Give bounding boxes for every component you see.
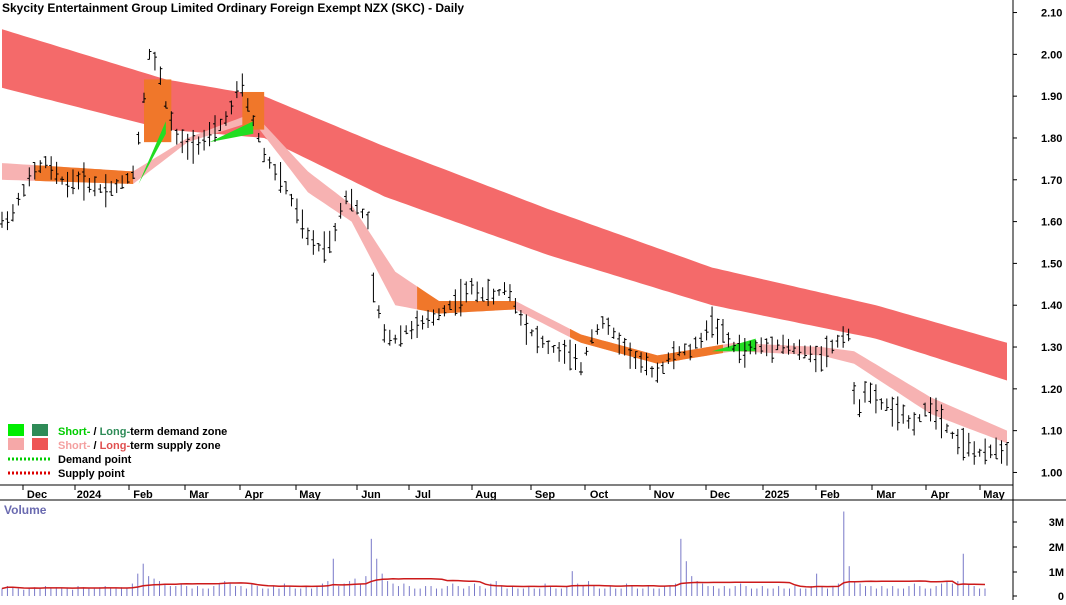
volume-tick-label: 3M <box>1049 517 1064 529</box>
x-tick-label: May <box>983 489 1005 501</box>
price-tick-label: 1.50 <box>1041 258 1062 270</box>
legend-swatch-short <box>8 424 24 436</box>
price-tick-label: 1.00 <box>1041 467 1062 479</box>
x-tick-label: Mar <box>876 489 896 501</box>
price-tick-label: 2.10 <box>1041 8 1062 20</box>
short-term-supply-band <box>2 112 1007 444</box>
legend-point-label: Supply point <box>58 468 125 480</box>
x-tick-label: Sep <box>535 489 555 501</box>
x-tick-label: Dec <box>27 489 47 501</box>
price-bars-layer <box>0 48 1009 466</box>
legend-label-rest: term supply zone <box>130 440 220 452</box>
short-overlap-1 <box>417 286 516 314</box>
volume-tick-label: 0 <box>1058 591 1064 600</box>
legend-point-label: Demand point <box>58 454 132 466</box>
legend-label: Short- / Long-term demand zone <box>58 426 227 438</box>
price-tick-label: 1.70 <box>1041 175 1062 187</box>
price-tick-label: 1.40 <box>1041 300 1062 312</box>
price-tick-label: 1.80 <box>1041 133 1062 145</box>
legend-label-sep: / <box>90 426 99 438</box>
x-tick-label: Apr <box>245 489 265 501</box>
volume-label: Volume <box>4 503 47 517</box>
legend-label-long: Long- <box>100 426 131 438</box>
price-tick-label: 1.10 <box>1041 426 1062 438</box>
x-tick-label: Feb <box>820 489 840 501</box>
x-tick-label: Oct <box>590 489 609 501</box>
price-tick-label: 1.60 <box>1041 217 1062 229</box>
x-tick-label: Dec <box>710 489 730 501</box>
legend-label-long: Long- <box>100 440 131 452</box>
bands-layer <box>2 29 1007 444</box>
demand-wedge-0 <box>138 121 166 184</box>
x-tick-label: May <box>299 489 321 501</box>
x-tick-label: Mar <box>189 489 209 501</box>
volume-average-line <box>1 577 986 590</box>
volume-tick-label: 1M <box>1049 567 1064 579</box>
short-overlap-3 <box>668 344 723 362</box>
volume-tick-label: 2M <box>1049 542 1064 554</box>
x-tick-label: 2024 <box>77 489 102 501</box>
price-tick-label: 1.20 <box>1041 384 1062 396</box>
x-tick-label: Jun <box>361 489 381 501</box>
legend-swatch-long <box>32 424 48 436</box>
short-overlap-2 <box>570 328 680 364</box>
legend-swatch-short <box>8 438 24 450</box>
x-tick-label: Jul <box>415 489 431 501</box>
demand-wedge-1 <box>209 121 254 143</box>
x-tick-label: Apr <box>931 489 951 501</box>
price-tick-label: 1.90 <box>1041 91 1062 103</box>
legend-label-rest: term demand zone <box>130 426 227 438</box>
legend-label-short: Short- <box>58 426 91 438</box>
x-tick-label: Feb <box>133 489 153 501</box>
x-tick-label: Nov <box>654 489 676 501</box>
chart-title: Skycity Entertainment Group Limited Ordi… <box>2 1 464 15</box>
overlap-zone-0 <box>144 79 172 143</box>
legend-swatch-long <box>32 438 48 450</box>
price-tick-label: 1.30 <box>1041 342 1062 354</box>
legend-label-short: Short- <box>58 440 91 452</box>
x-tick-label: 2025 <box>765 489 789 501</box>
price-tick-label: 2.00 <box>1041 49 1062 61</box>
volume-layer: Volume <box>1 503 986 596</box>
legend-label-sep: / <box>90 440 99 452</box>
x-tick-label: Aug <box>475 489 496 501</box>
legend-label: Short- / Long-term supply zone <box>58 440 221 452</box>
